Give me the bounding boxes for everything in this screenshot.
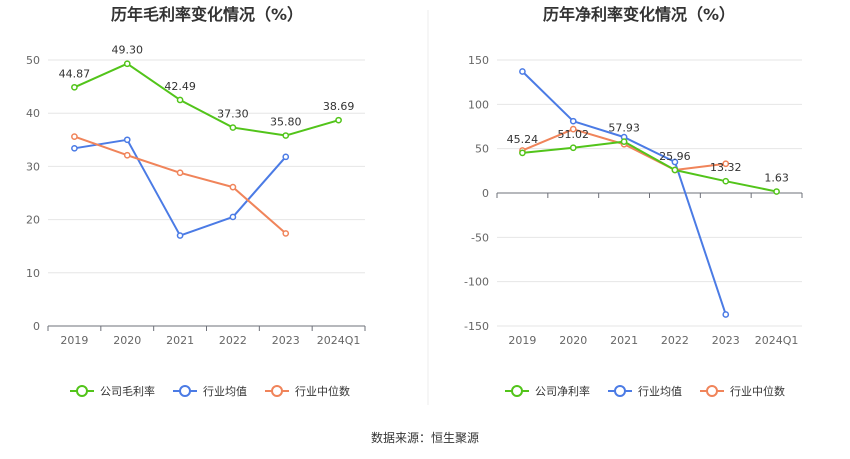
- y-tick-label: 10: [26, 267, 40, 280]
- x-tick-label: 2019: [60, 334, 88, 347]
- series-line: [74, 135, 287, 235]
- legend-marker-dot: [271, 385, 283, 397]
- x-tick-label: 2024Q1: [317, 334, 361, 347]
- x-tick-label: 2023: [272, 334, 300, 347]
- data-point: [335, 116, 342, 124]
- legend-label: 公司毛利率: [100, 384, 155, 398]
- series-line: [522, 140, 777, 193]
- legend-label: 行业均值: [203, 385, 247, 398]
- gross-margin-chart: 历年毛利率变化情况（%） 0 10 20 30 40 50 2019 2020 2021 2022 2…: [26, 5, 366, 398]
- data-label: 45.24: [507, 133, 539, 146]
- y-tick-label: 0: [482, 187, 489, 200]
- legend-label: 行业中位数: [730, 384, 785, 398]
- data-label: 44.87: [59, 67, 91, 80]
- data-point: [722, 177, 730, 185]
- data-label: 1.63: [764, 172, 789, 185]
- data-point: [176, 169, 184, 177]
- data-point: [282, 153, 290, 161]
- x-tick-label: 2021: [166, 334, 194, 347]
- data-point: [671, 166, 679, 174]
- legend-marker-dot: [706, 385, 718, 397]
- x-tick-label: 2020: [113, 334, 141, 347]
- data-point: [722, 311, 730, 318]
- data-point: [671, 158, 679, 166]
- legend-marker-dot: [76, 385, 88, 397]
- x-tick-label: 2020: [559, 334, 587, 347]
- y-tick-label: 50: [475, 143, 489, 156]
- y-tick-label: 20: [26, 214, 40, 227]
- legend-marker-dot: [511, 385, 523, 397]
- y-tick-label: 100: [468, 98, 489, 111]
- data-label: 25.96: [659, 150, 691, 163]
- data-point: [123, 151, 131, 159]
- x-tick-label: 2022: [219, 334, 247, 347]
- x-tick-label: 2022: [661, 334, 689, 347]
- data-point: [773, 188, 780, 195]
- data-point: [71, 83, 78, 91]
- x-tick-label: 2023: [712, 334, 740, 347]
- legend-label: 行业均值: [638, 385, 682, 398]
- y-tick-label: 30: [26, 160, 40, 173]
- data-label: 42.49: [164, 80, 196, 93]
- data-label: 13.32: [710, 161, 742, 174]
- legend-label: 行业中位数: [295, 384, 350, 398]
- y-tick-label: 50: [26, 54, 40, 67]
- chart-title: 历年毛利率变化情况（%）: [111, 5, 303, 24]
- y-tick-label: 150: [468, 54, 489, 67]
- data-source-note: 数据来源：恒生聚源: [371, 430, 479, 445]
- data-point: [229, 183, 237, 191]
- chart-title: 历年净利率变化情况（%）: [543, 5, 735, 24]
- net-margin-chart: 历年净利率变化情况（%） -150 -100 -50 0 50 100 150 2019 2020…: [464, 5, 803, 398]
- data-point: [519, 68, 526, 75]
- data-point: [722, 160, 730, 168]
- y-tick-label: -150: [464, 320, 489, 333]
- data-point: [229, 124, 237, 131]
- legend-label: 公司净利率: [535, 384, 590, 398]
- data-point: [71, 133, 78, 140]
- data-point: [569, 125, 577, 133]
- data-point: [519, 149, 526, 157]
- data-point: [282, 230, 290, 237]
- y-tick-label: -50: [471, 231, 489, 244]
- y-tick-label: 40: [26, 107, 40, 120]
- data-label: 57.93: [608, 122, 640, 135]
- data-point: [123, 60, 131, 68]
- x-tick-label: 2021: [610, 334, 638, 347]
- data-point: [176, 96, 184, 104]
- legend-marker-dot: [179, 385, 191, 397]
- y-tick-label: -100: [464, 276, 489, 289]
- data-point: [569, 144, 577, 152]
- data-point: [123, 136, 131, 144]
- series-line: [74, 62, 339, 137]
- y-tick-label: 0: [33, 320, 40, 333]
- data-point: [569, 117, 577, 125]
- data-label: 51.02: [558, 128, 590, 141]
- data-point: [620, 138, 628, 145]
- data-label: 35.80: [270, 116, 302, 129]
- data-label: 49.30: [112, 44, 144, 57]
- series-line: [74, 138, 287, 237]
- data-point: [176, 232, 184, 239]
- data-point: [71, 144, 78, 152]
- x-tick-label: 2019: [508, 334, 536, 347]
- data-label: 38.69: [323, 100, 355, 113]
- legend-marker-dot: [614, 385, 626, 397]
- data-point: [229, 213, 237, 221]
- data-label: 37.30: [217, 108, 249, 121]
- x-tick-label: 2024Q1: [755, 334, 799, 347]
- data-point: [282, 132, 290, 139]
